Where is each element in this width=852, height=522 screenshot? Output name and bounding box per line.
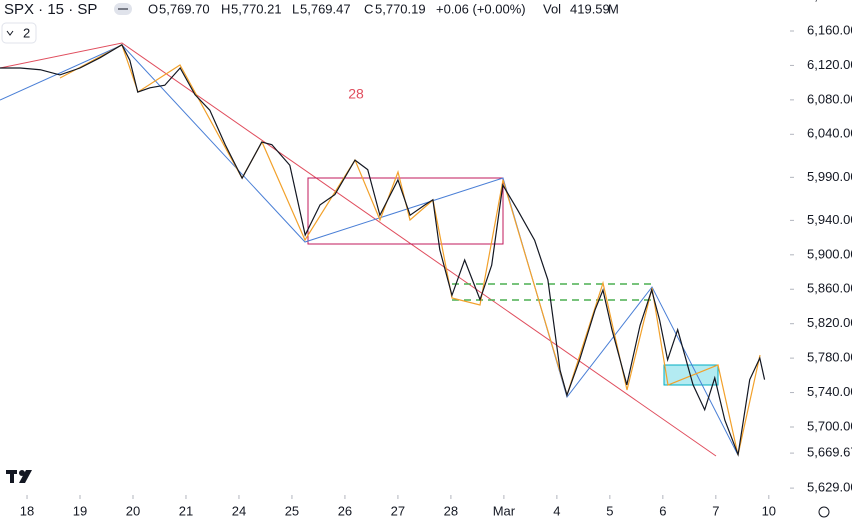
y-tick-label: 5,860.00 <box>807 281 852 296</box>
x-tick-label: 20 <box>126 503 140 518</box>
high-label: H <box>221 1 230 16</box>
y-tick-label: 5,740.00 <box>807 384 852 399</box>
low-value: 5,769.47 <box>300 1 351 16</box>
x-tick-label: 27 <box>391 503 405 518</box>
y-tick-label: 5,900.00 <box>807 246 852 261</box>
blue-zigzag <box>0 44 739 456</box>
x-tick-label: 26 <box>338 503 352 518</box>
y-tick-label: 6,080.00 <box>807 91 852 106</box>
x-tick-label: 28 <box>444 503 458 518</box>
close-label: C <box>364 1 373 16</box>
annotation: 28 <box>348 86 364 102</box>
logo <box>6 470 32 483</box>
range-box <box>307 177 504 245</box>
indicator-count: 2 <box>23 25 30 40</box>
trend-line <box>0 42 717 457</box>
drawings <box>0 42 761 457</box>
open-label: O <box>148 1 158 16</box>
y-tick-label: 5,700.00 <box>807 418 852 433</box>
chevron <box>6 30 14 36</box>
y-tick-label: 5,780.00 <box>807 350 852 365</box>
indicator-toggle[interactable] <box>1 22 37 44</box>
y-tick-label: 5,629.00 <box>807 480 852 495</box>
vol-unit: M <box>608 1 619 16</box>
vol-value: 419.59 <box>570 1 610 16</box>
x-tick-label: 10 <box>762 503 776 518</box>
settings-icon[interactable] <box>818 506 830 518</box>
x-tick-label: 25 <box>285 503 299 518</box>
x-tick-label: Mar <box>493 503 516 518</box>
close-value: 5,770.19 <box>375 1 426 16</box>
y-tick-label: 6,200.00 <box>807 0 852 3</box>
y-tick-label: 5,990.00 <box>807 169 852 184</box>
y-tick-label: 5,940.00 <box>807 212 852 227</box>
x-tick-label: 4 <box>553 503 560 518</box>
change: +0.06 (+0.00%) <box>436 1 526 16</box>
y-tick-label: 6,160.00 <box>807 22 852 37</box>
vol-label: Vol <box>543 1 561 16</box>
x-tick-label: 21 <box>179 503 193 518</box>
y-tick-label: 5,820.00 <box>807 315 852 330</box>
x-tick-label: 19 <box>73 503 87 518</box>
open-value: 5,769.70 <box>159 1 210 16</box>
high-value: 5,770.21 <box>231 1 282 16</box>
x-tick-label: 6 <box>659 503 666 518</box>
x-tick-label: 18 <box>20 503 34 518</box>
x-tick-label: 24 <box>232 503 246 518</box>
y-tick-label: 5,669.67 <box>807 445 852 460</box>
x-tick-label: 5 <box>606 503 613 518</box>
x-tick-label: 7 <box>712 503 719 518</box>
y-tick-label: 6,040.00 <box>807 126 852 141</box>
low-label: L <box>292 1 299 16</box>
y-tick-label: 6,120.00 <box>807 57 852 72</box>
price-line <box>0 43 766 457</box>
orange-zigzag <box>59 44 761 456</box>
symbol: SPX · 15 · SP <box>4 1 97 18</box>
